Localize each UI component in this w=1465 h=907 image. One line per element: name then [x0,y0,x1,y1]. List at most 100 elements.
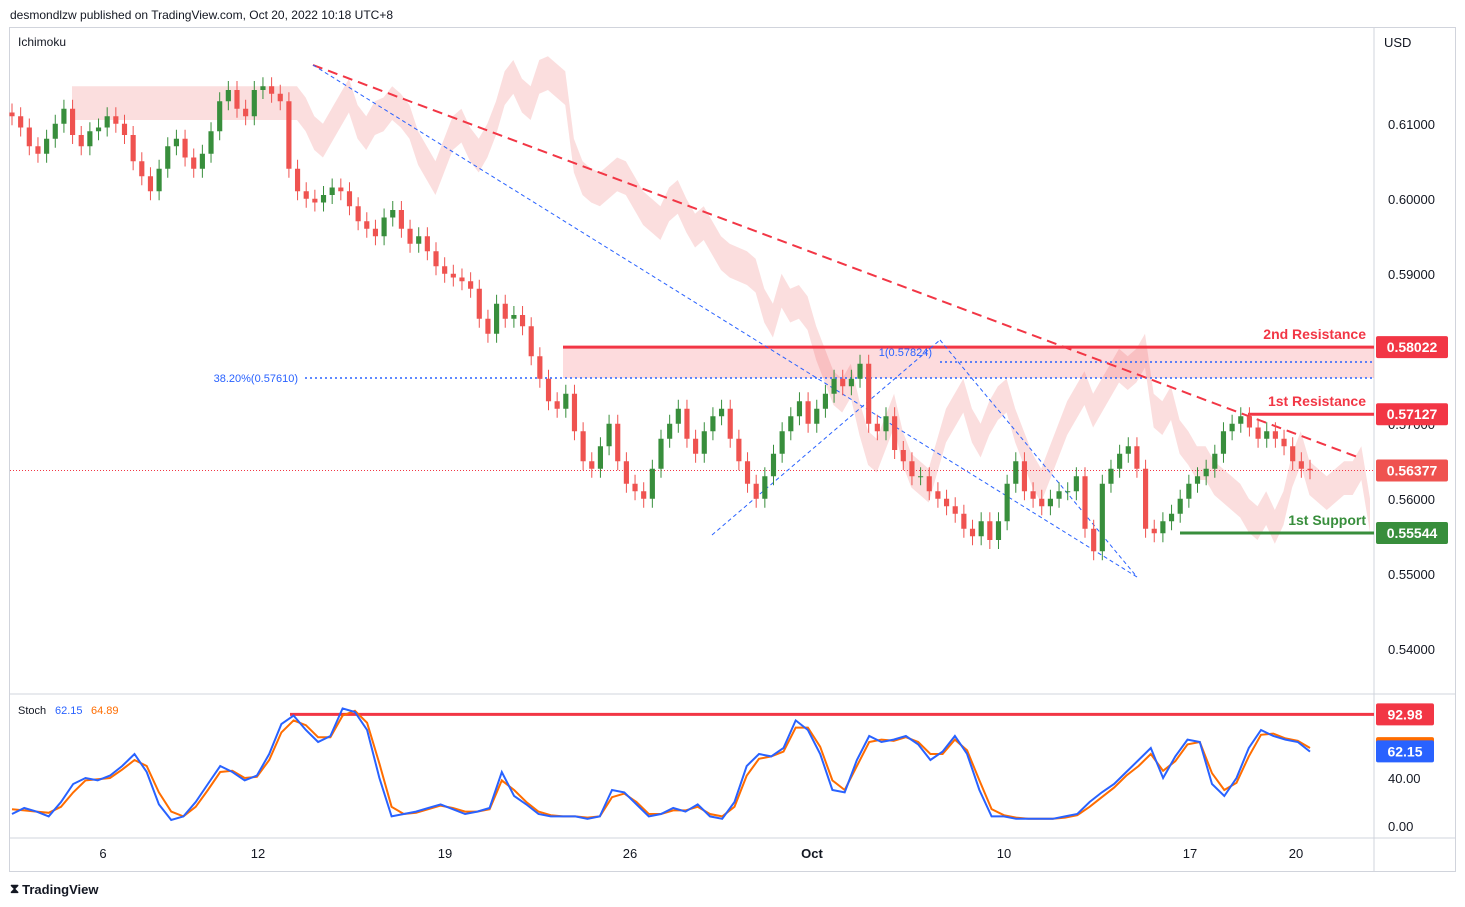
stoch-k-line [11,707,1311,822]
fib-label-1: 1(0.57824) [879,347,932,359]
candle-body-6 [61,108,67,124]
candle-body-93 [814,408,820,424]
candle-body-17 [156,168,162,192]
candle-body-7 [69,108,76,135]
candle-body-63 [554,401,560,409]
indicator-label-ichimoku[interactable]: Ichimoku [18,35,66,49]
stoch-badge-value-0: 92.98 [1387,706,1422,722]
candle-body-89 [779,431,785,454]
level-label-1: 1st Resistance [1268,393,1366,409]
candle-body-108 [943,498,950,507]
candle-body-75 [658,438,664,469]
time-tick-3: 26 [623,846,637,861]
candle-body-86 [753,483,759,499]
candle-body-126 [1099,483,1105,552]
candle-body-72 [632,483,638,492]
candle-body-145 [1264,431,1270,439]
candle-body-150 [1307,468,1313,471]
candle-body-143 [1246,416,1253,428]
candle-body-64 [563,393,569,409]
footer-brand: TradingView [22,881,99,897]
candle-body-148 [1290,446,1296,462]
time-tick-2: 19 [438,846,452,861]
candle-body-61 [537,356,543,379]
candle-body-130 [1134,446,1140,469]
candle-body-92 [805,401,811,424]
candles [9,77,1313,561]
candle-body-46 [407,228,413,244]
candle-body-52 [459,277,465,282]
candle-body-13 [121,123,128,135]
candle-body-32 [286,101,292,169]
candle-body-112 [978,521,984,537]
candle-body-4 [44,138,50,154]
candle-body-91 [796,401,803,417]
candle-body-35 [312,198,318,203]
candle-body-111 [969,528,976,537]
candle-body-83 [727,408,733,439]
stoch-tick-1: 0.00 [1388,819,1413,834]
candle-body-135 [1177,498,1183,514]
candle-body-2 [26,127,32,147]
candle-body-127 [1108,468,1114,484]
current-price-value: 0.56377 [1387,462,1438,478]
candle-body-85 [744,461,751,484]
candle-body-96 [840,378,846,387]
ichimoku-cloud-band [72,56,1370,544]
candle-body-11 [104,116,110,128]
price-tick-2: 0.59000 [1388,267,1435,282]
candle-body-104 [909,461,915,477]
candle-body-88 [770,453,777,477]
candle-body-41 [364,221,370,229]
candle-body-42 [372,228,379,237]
candle-body-107 [935,491,941,499]
candle-body-131 [1143,468,1149,529]
candle-body-24 [217,101,223,132]
candle-body-81 [710,416,716,432]
candle-body-102 [892,416,898,450]
candle-body-1 [18,116,24,128]
candle-body-55 [485,318,491,334]
candle-body-47 [416,236,422,244]
candle-body-25 [225,90,231,102]
price-tick-4: 0.56000 [1388,492,1435,507]
stoch-badge-2 [1376,740,1434,763]
stoch-badge-value-2: 62.15 [1387,743,1422,759]
candle-body-20 [182,138,188,158]
fib-trend-b [711,339,941,536]
candle-body-58 [511,315,517,319]
fib-label-0: 38.20%(0.57610) [214,373,298,385]
candle-body-68 [597,446,604,469]
candle-body-49 [433,251,439,267]
price-tick-1: 0.60000 [1388,192,1435,207]
level-badge-0 [1376,336,1448,359]
candle-body-100 [874,423,880,432]
candle-body-31 [277,93,283,102]
candle-body-34 [303,191,309,199]
candle-body-54 [476,288,482,319]
candle-body-125 [1091,528,1097,552]
currency-label: USD [1384,35,1411,50]
level-badge-1 [1376,403,1448,426]
candle-body-138 [1203,468,1209,477]
resistance-zone [563,347,1374,378]
axes: 0.610000.600000.590000.570000.560000.550… [99,117,1435,861]
level-badge-value-0: 0.58022 [1387,339,1438,355]
stoch-label[interactable]: Stoch [18,705,46,717]
candle-body-105 [918,476,924,478]
candle-body-95 [831,378,837,394]
candle-body-97 [848,378,854,387]
candle-body-37 [329,187,335,195]
candle-body-21 [191,157,197,169]
candle-body-124 [1082,476,1088,529]
candle-body-114 [995,521,1002,540]
candle-body-8 [78,135,84,147]
price-tick-0: 0.61000 [1388,117,1435,132]
candle-body-128 [1117,453,1123,469]
candle-body-51 [450,273,456,278]
candle-body-78 [684,408,690,439]
candle-body-129 [1125,446,1131,454]
candle-body-106 [926,476,932,492]
candle-body-98 [857,363,863,379]
